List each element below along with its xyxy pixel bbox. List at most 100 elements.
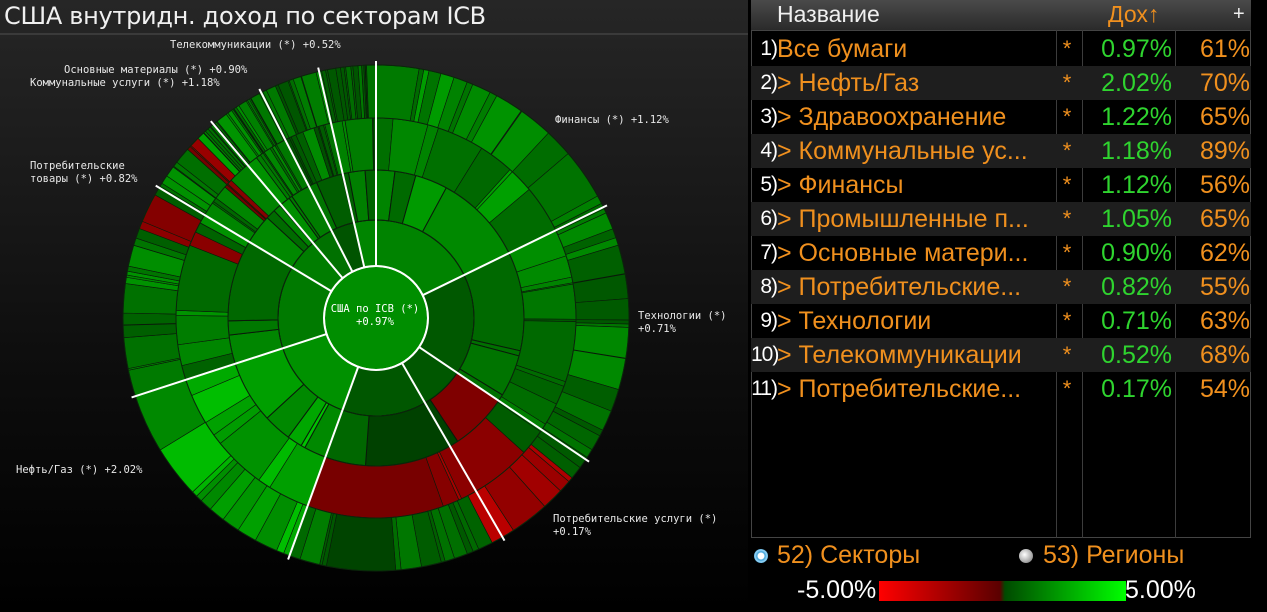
table-row[interactable]: 8) > Потребительские... * 0.82% 55% <box>751 270 1251 304</box>
sector-label-consumer-goods-1: Потребительские <box>30 160 125 172</box>
regions-option[interactable]: 53) Регионы <box>1043 541 1185 569</box>
table-row[interactable]: 3) > Здравоохранение * 1.22% 65% <box>751 100 1251 134</box>
row-index: 10) <box>751 343 779 366</box>
sector-label-technology-1: Технологии (*) <box>638 310 727 322</box>
row-name[interactable]: > Основные матери... <box>777 239 1029 267</box>
star-icon: * <box>1062 342 1072 367</box>
row-return: 0.97% <box>1101 35 1172 63</box>
sector-separator <box>258 88 354 273</box>
table-row[interactable]: 6) > Промышленные п... * 1.05% 65% <box>751 202 1251 236</box>
column-header-return[interactable]: Дох↑ <box>1108 1 1160 27</box>
table-header: Название Дох↑ + <box>751 0 1251 30</box>
row-name[interactable]: > Потребительские... <box>777 273 1022 301</box>
column-header-name[interactable]: Название <box>777 1 880 27</box>
row-name[interactable]: > Коммунальные ус... <box>777 137 1028 165</box>
row-return: 0.52% <box>1101 341 1172 369</box>
add-column-button[interactable]: + <box>1233 3 1245 25</box>
row-percent: 65% <box>1199 103 1250 131</box>
panel-title: США внутридн. доход по секторам ICB <box>4 2 486 30</box>
row-return: 0.82% <box>1101 273 1172 301</box>
sunburst-segment[interactable] <box>325 513 397 572</box>
row-index: 2) <box>760 71 778 94</box>
row-index: 5) <box>760 173 778 196</box>
row-index: 8) <box>760 275 778 298</box>
table-row[interactable]: 7) > Основные матери... * 0.90% 62% <box>751 236 1251 270</box>
regions-radio[interactable] <box>1019 549 1033 563</box>
sector-label-consumer-services-1: Потребительские услуги (*) <box>553 513 718 525</box>
row-return: 0.17% <box>1101 375 1172 403</box>
sector-separator <box>422 204 608 297</box>
row-return: 2.02% <box>1101 69 1172 97</box>
table-row[interactable]: 4) > Коммунальные ус... * 1.18% 89% <box>751 134 1251 168</box>
table-row[interactable]: 2) > Нефть/Газ * 2.02% 70% <box>751 66 1251 100</box>
row-name[interactable]: > Телекоммуникации <box>777 341 1022 369</box>
table-row[interactable]: 10) > Телекоммуникации * 0.52% 68% <box>751 338 1251 372</box>
sector-separator <box>155 184 332 293</box>
sunburst-segment[interactable] <box>122 312 177 326</box>
sector-separator <box>317 67 366 268</box>
row-percent: 62% <box>1199 239 1250 267</box>
title-divider <box>0 33 748 35</box>
row-name[interactable]: > Финансы <box>777 171 904 199</box>
row-return: 0.71% <box>1101 307 1172 335</box>
row-index: 11) <box>751 377 778 400</box>
row-index: 4) <box>760 139 778 162</box>
sector-label-telecom: Телекоммуникации (*) +0.52% <box>170 39 341 51</box>
row-index: 1) <box>760 37 778 60</box>
row-index: 9) <box>760 309 778 332</box>
center-label: США по ICB (*) +0.97% <box>310 303 440 329</box>
row-name[interactable]: > Потребительские... <box>777 375 1022 403</box>
row-name[interactable]: > Нефть/Газ <box>777 69 920 97</box>
row-percent: 89% <box>1199 137 1250 165</box>
row-name[interactable]: > Здравоохранение <box>777 103 1007 131</box>
row-percent: 55% <box>1199 273 1250 301</box>
star-icon: * <box>1062 70 1072 95</box>
row-percent: 68% <box>1199 341 1250 369</box>
row-percent: 65% <box>1199 205 1250 233</box>
sector-label-materials: Основные материалы (*) +0.90% <box>64 64 248 76</box>
row-return: 0.90% <box>1101 239 1172 267</box>
row-index: 6) <box>760 207 778 230</box>
sector-label-utilities: Коммунальные услуги (*) +1.18% <box>30 77 220 89</box>
row-return: 1.12% <box>1101 171 1172 199</box>
sunburst-chart[interactable] <box>0 0 748 612</box>
row-return: 1.05% <box>1101 205 1172 233</box>
sector-separator <box>210 120 344 279</box>
row-percent: 54% <box>1199 375 1250 403</box>
heatmap-panel: США внутридн. доход по секторам ICB Теле… <box>0 0 748 612</box>
row-return: 1.22% <box>1101 103 1172 131</box>
row-percent: 70% <box>1199 69 1250 97</box>
sunburst-segment[interactable] <box>575 298 630 321</box>
sector-label-technology-2: +0.71% <box>638 323 676 335</box>
sector-separator <box>131 333 327 399</box>
center-label-name: США по ICB (*) <box>330 303 420 315</box>
star-icon: * <box>1062 308 1072 333</box>
sector-separator <box>401 362 506 542</box>
sector-label-financials: Финансы (*) +1.12% <box>555 114 669 126</box>
sector-label-consumer-services-2: +0.17% <box>553 526 591 538</box>
table-row[interactable]: 11) > Потребительские... * 0.17% 54% <box>751 372 1251 406</box>
row-name[interactable]: > Технологии <box>777 307 932 335</box>
row-name[interactable]: > Промышленные п... <box>777 205 1029 233</box>
sectors-option[interactable]: 52) Секторы <box>777 541 921 569</box>
sector-separator <box>418 346 590 463</box>
sector-label-consumer-goods-2: товары (*) +0.82% <box>30 173 138 185</box>
sector-table-panel: Название Дох↑ + 1) Все бумаги * 0.97% 61% 2) >… <box>751 0 1267 612</box>
row-return: 1.18% <box>1101 137 1172 165</box>
star-icon: * <box>1062 376 1072 401</box>
row-name[interactable]: Все бумаги <box>777 35 908 63</box>
table-row[interactable]: 1) Все бумаги * 0.97% 61% <box>751 32 1251 66</box>
star-icon: * <box>1062 274 1072 299</box>
row-index: 3) <box>760 105 778 128</box>
sectors-radio[interactable] <box>754 549 768 563</box>
sector-label-oilgas: Нефть/Газ (*) +2.02% <box>16 464 143 476</box>
sector-separator <box>287 366 360 560</box>
scale-min-label: -5.00% <box>797 576 877 604</box>
table-row[interactable]: 9) > Технологии * 0.71% 63% <box>751 304 1251 338</box>
row-index: 7) <box>760 241 778 264</box>
star-icon: * <box>1062 138 1072 163</box>
color-scale-bar <box>879 581 1126 601</box>
star-icon: * <box>1062 206 1072 231</box>
table-row[interactable]: 5) > Финансы * 1.12% 56% <box>751 168 1251 202</box>
star-icon: * <box>1062 36 1072 61</box>
